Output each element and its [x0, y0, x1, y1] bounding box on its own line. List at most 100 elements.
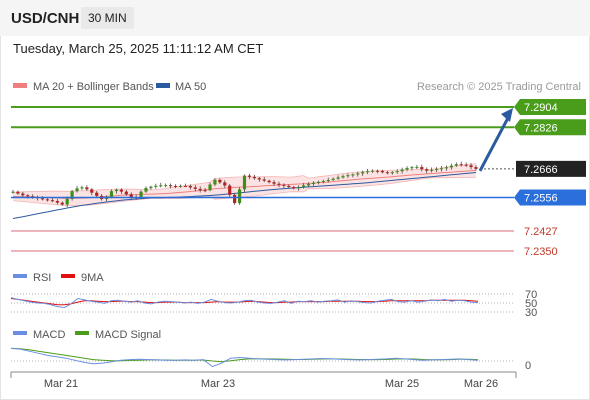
ma50-legend-swatch	[156, 83, 170, 88]
candle-body	[173, 186, 178, 188]
candle-body	[316, 181, 320, 183]
candle-body	[380, 170, 385, 173]
candle-body	[434, 168, 439, 170]
x-tick-label: Mar 21	[44, 378, 78, 390]
macd-signal-legend-label: MACD Signal	[95, 329, 161, 341]
candle-body	[65, 198, 69, 205]
macd-signal-line	[10, 347, 479, 363]
rsi-legend-swatch	[13, 274, 27, 278]
candle-body	[149, 186, 153, 189]
candle-body	[129, 194, 133, 198]
credit-text: Research © 2025 Trading Central	[417, 81, 581, 93]
candle-body	[430, 169, 434, 171]
candle-body	[11, 191, 15, 193]
rsi-tick-30: 30	[525, 307, 537, 319]
rsi-ma-legend-swatch	[61, 274, 75, 278]
x-tick-label: Mar 23	[201, 378, 235, 390]
candle-body	[119, 189, 123, 192]
projection-arrow-head	[501, 108, 513, 122]
interval-badge[interactable]: 30 MIN	[81, 7, 134, 29]
price-levels: 7.2904 7.2826 7.2666 7.2556 7.2427 7.2350	[11, 99, 586, 258]
candle-body	[356, 173, 360, 175]
candle-body	[124, 191, 128, 195]
candle-body	[415, 167, 419, 169]
candle-body	[154, 185, 158, 187]
candle-body	[306, 184, 311, 186]
candle-body	[228, 185, 232, 195]
candle-body	[85, 187, 89, 190]
candle-body	[178, 185, 183, 187]
candle-body	[439, 168, 444, 170]
candle-body	[282, 184, 286, 186]
candle-body	[55, 200, 59, 203]
candle-body	[257, 178, 261, 180]
candle-body	[75, 188, 79, 192]
candle-body	[95, 192, 99, 196]
rsi-line	[10, 297, 479, 309]
macd-line	[10, 347, 479, 368]
symbol-title: USD/CNH	[11, 10, 80, 27]
rsi-panel	[10, 293, 514, 313]
candle-body	[405, 168, 409, 170]
price-panel	[11, 161, 478, 219]
candle-body	[454, 164, 458, 166]
candle-body	[60, 202, 64, 205]
candle-body	[336, 177, 340, 179]
candle-body	[474, 167, 478, 169]
target-level-label: 7.2904	[524, 102, 558, 114]
candle-body	[302, 185, 306, 188]
candle-body	[395, 171, 399, 173]
resistance-level-tag	[514, 119, 586, 136]
ma50-legend-label: MA 50	[175, 81, 206, 93]
candle-body	[80, 187, 84, 189]
candle-body	[351, 174, 355, 176]
last-price-label: 7.2666	[524, 164, 558, 176]
candle-body	[346, 175, 350, 177]
macd-legend-label: MACD	[33, 329, 65, 341]
candle-body	[45, 199, 50, 201]
last-price-tag	[516, 160, 586, 177]
candle-body	[21, 193, 25, 196]
target-level-tag	[514, 99, 586, 115]
candle-body	[198, 188, 202, 191]
candle-body	[169, 185, 173, 187]
candle-body	[188, 185, 192, 188]
candle-body	[114, 189, 119, 192]
candle-body	[242, 175, 247, 190]
candle-body	[193, 187, 197, 189]
candle-body	[164, 185, 168, 187]
candle-body	[331, 178, 335, 180]
candle-body	[311, 182, 316, 185]
candle-body	[277, 183, 281, 185]
candle-body	[400, 169, 404, 172]
support-level-label: 7.2427	[524, 226, 558, 238]
macd-tick-zero: 0	[525, 360, 531, 372]
candle-body	[385, 172, 389, 174]
candle-body	[159, 185, 163, 187]
timestamp: Tuesday, March 25, 2025 11:11:12 AM CET	[13, 41, 264, 56]
ma50-line	[12, 172, 477, 219]
macd-signal-legend-swatch	[75, 331, 89, 335]
candle-body	[272, 182, 276, 184]
candle-body	[247, 175, 252, 177]
macd-panel	[10, 347, 514, 368]
candle-body	[464, 164, 468, 166]
candle-body	[444, 167, 449, 169]
candle-body	[252, 176, 256, 179]
candle-body	[425, 169, 429, 171]
candle-body	[459, 164, 463, 166]
candle-body	[26, 195, 30, 197]
x-tick-label: Mar 25	[385, 378, 419, 390]
candle-body	[183, 185, 187, 187]
candle-body	[40, 198, 45, 200]
candle-body	[203, 190, 207, 192]
candle-body	[50, 200, 55, 202]
support-level-label: 7.2350	[524, 246, 558, 258]
candle-body	[208, 184, 212, 191]
candle-body	[469, 165, 473, 168]
pivot-level-tag	[514, 189, 586, 206]
rsi-tick-50: 50	[525, 298, 537, 310]
candle-body	[321, 181, 325, 183]
candle-body	[267, 180, 271, 183]
